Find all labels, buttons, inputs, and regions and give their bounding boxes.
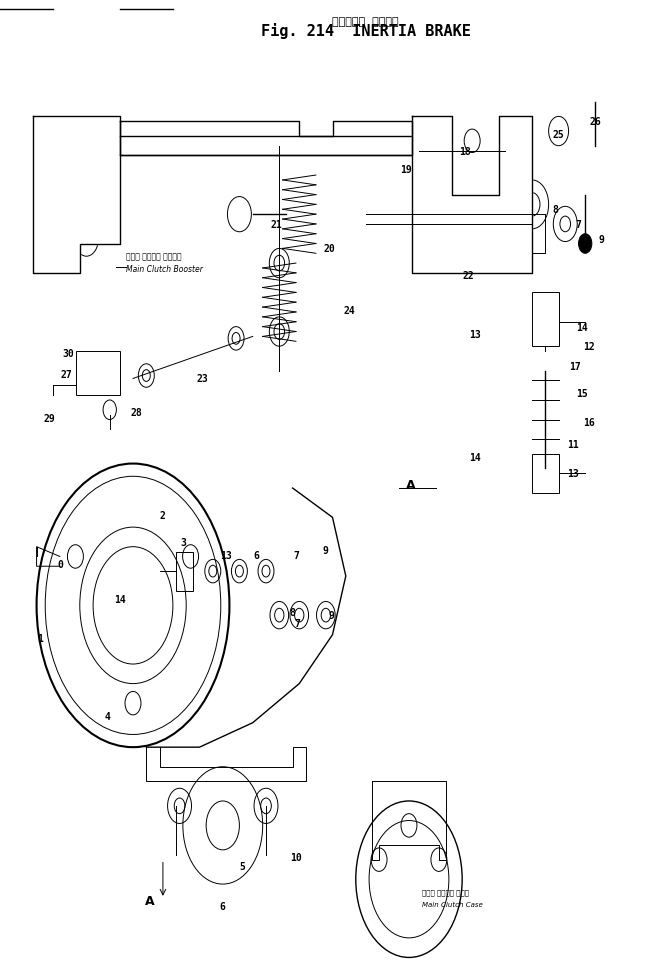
Text: 17: 17	[569, 361, 581, 371]
Text: 21: 21	[270, 220, 282, 230]
Text: 11: 11	[567, 440, 579, 449]
Text: 7: 7	[293, 550, 299, 560]
Text: 6: 6	[253, 550, 259, 560]
Text: 5: 5	[240, 862, 245, 871]
Text: メイン クラッチ ケース: メイン クラッチ ケース	[422, 889, 469, 896]
Text: 25: 25	[553, 130, 565, 140]
Text: Fig. 214  INERTIA BRAKE: Fig. 214 INERTIA BRAKE	[261, 23, 471, 39]
Text: 24: 24	[343, 306, 355, 316]
Text: 13: 13	[220, 550, 232, 560]
Polygon shape	[412, 117, 532, 274]
Text: 14: 14	[469, 452, 481, 462]
Text: 8: 8	[290, 608, 295, 617]
Bar	[532, 293, 559, 347]
Text: 7: 7	[576, 220, 581, 230]
Text: イナーシャ  ブレーキ: イナーシャ ブレーキ	[332, 18, 399, 27]
Text: 9: 9	[599, 234, 604, 244]
Text: 4: 4	[105, 711, 110, 721]
Circle shape	[579, 234, 592, 254]
Text: 30: 30	[62, 349, 74, 359]
Text: 14: 14	[114, 594, 126, 604]
Text: 10: 10	[290, 852, 302, 862]
Text: 18: 18	[460, 147, 471, 156]
Text: 2: 2	[160, 511, 166, 521]
Text: 27: 27	[61, 369, 72, 379]
Text: 0: 0	[57, 560, 63, 570]
Text: 7: 7	[295, 618, 300, 628]
Text: 16: 16	[583, 418, 595, 428]
Text: 28: 28	[130, 407, 142, 417]
Text: 8: 8	[553, 205, 558, 215]
Text: 19: 19	[400, 165, 412, 175]
Text: A: A	[145, 894, 154, 907]
Text: 14: 14	[576, 322, 588, 332]
Text: Main Clutch Booster: Main Clutch Booster	[126, 265, 203, 274]
Text: Main Clutch Case: Main Clutch Case	[422, 901, 483, 907]
Text: 29: 29	[44, 413, 56, 423]
Text: 13: 13	[469, 330, 481, 340]
Bar	[76, 352, 120, 396]
Text: 20: 20	[323, 244, 335, 254]
Text: メイン クラッチ ブースタ: メイン クラッチ ブースタ	[126, 252, 182, 261]
Polygon shape	[120, 122, 412, 156]
Text: 1: 1	[37, 633, 43, 643]
Bar	[532, 454, 559, 493]
Text: 12: 12	[583, 342, 595, 352]
Text: 22: 22	[463, 271, 475, 280]
Text: 9: 9	[329, 611, 334, 620]
Text: 6: 6	[220, 901, 225, 911]
Text: 9: 9	[323, 545, 329, 555]
Polygon shape	[33, 117, 120, 274]
Text: 13: 13	[567, 469, 579, 479]
Text: A: A	[406, 479, 416, 491]
Text: 15: 15	[576, 389, 588, 399]
Text: 3: 3	[180, 537, 186, 547]
Bar	[176, 552, 193, 591]
Text: 26: 26	[589, 117, 601, 127]
Text: 23: 23	[197, 374, 209, 384]
